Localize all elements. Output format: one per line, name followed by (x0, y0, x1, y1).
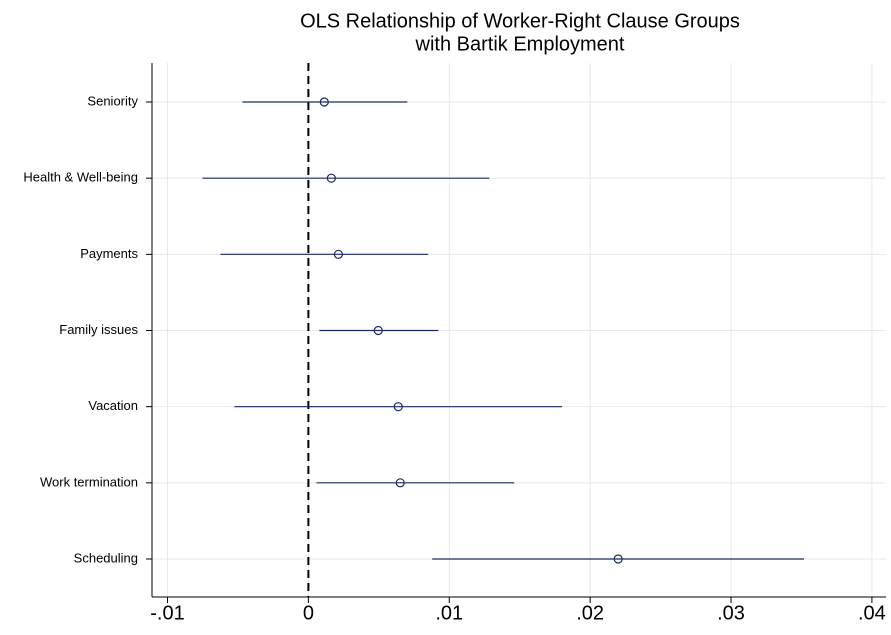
y-tick-label: Vacation (88, 398, 138, 413)
x-tick-label: .04 (858, 602, 886, 624)
point-estimate (373, 325, 383, 336)
y-tick-label: Payments (80, 246, 138, 261)
point-estimate (333, 249, 343, 259)
chart-title: OLS Relationship of Worker-Right Clause … (300, 10, 740, 32)
point-estimate (393, 402, 403, 412)
y-tick-label: Family issues (59, 322, 138, 337)
x-tick-label: 0 (303, 602, 314, 624)
point-estimate (613, 554, 623, 564)
x-tick-label: .01 (435, 602, 463, 624)
point-estimate (326, 173, 336, 183)
x-tick-label: .03 (717, 602, 745, 624)
point-estimate (395, 478, 405, 488)
y-tick-label: Health & Well-being (23, 170, 138, 185)
x-tick-label: .02 (576, 602, 604, 624)
y-tick-label: Work termination (40, 474, 138, 489)
y-tick-label: Seniority (87, 93, 138, 108)
x-tick-label: -.01 (150, 602, 184, 624)
point-estimate (319, 97, 329, 107)
y-tick-label: Scheduling (74, 550, 138, 565)
chart-title: with Bartik Employment (415, 33, 625, 55)
